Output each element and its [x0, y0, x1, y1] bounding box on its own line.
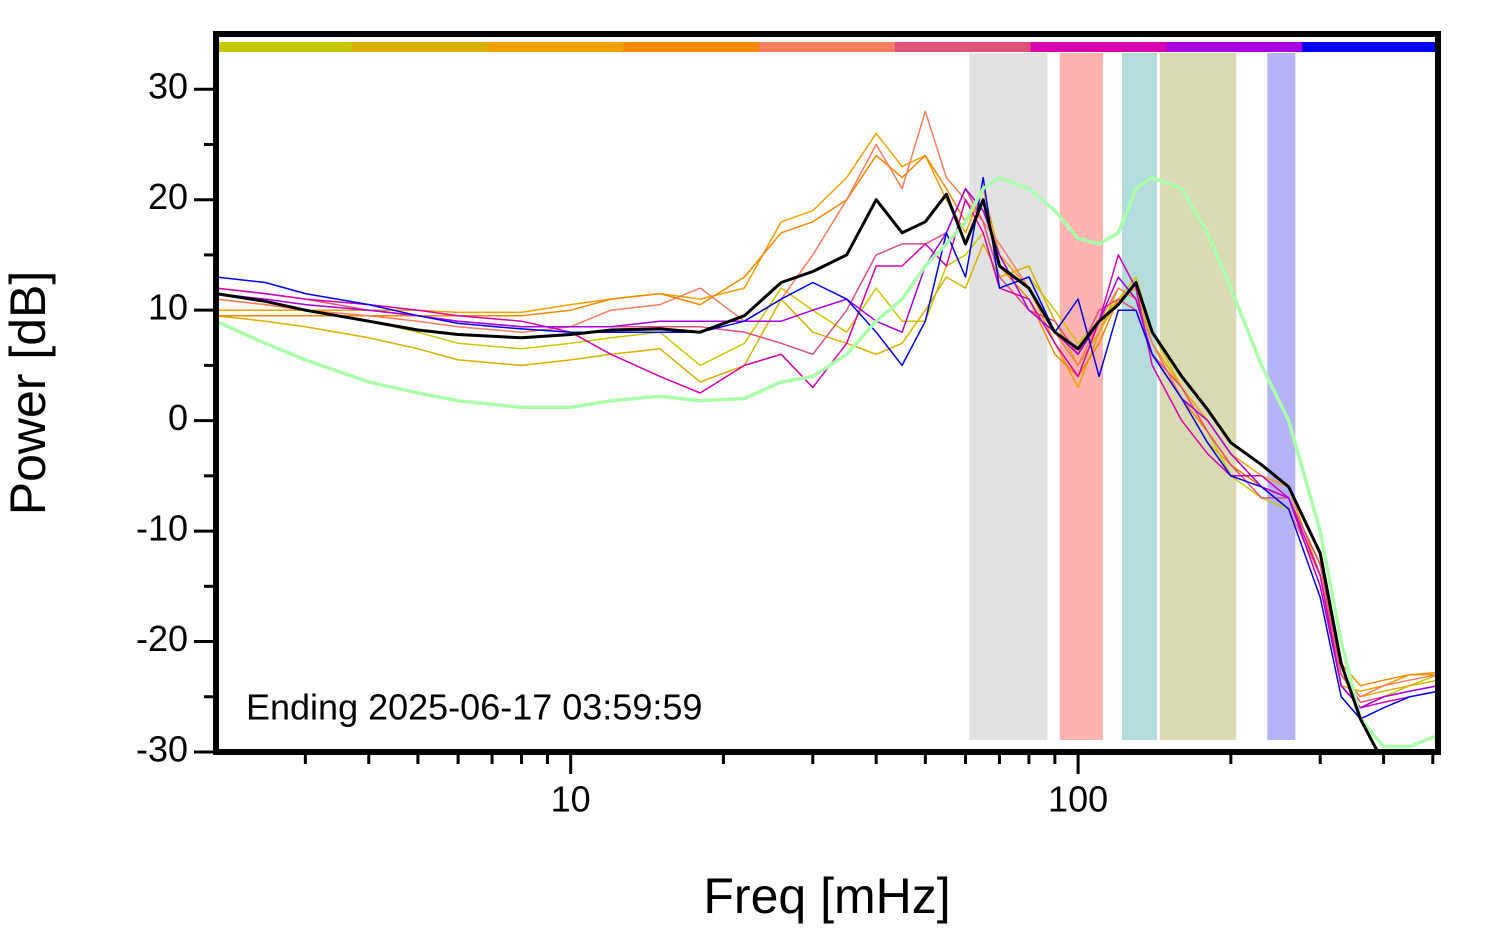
y-tick-label: 20: [148, 176, 188, 217]
series-line: [216, 198, 1438, 709]
color-key-segment: [351, 42, 489, 52]
y-tick-label: -20: [136, 618, 188, 659]
y-tick-label: 0: [168, 397, 188, 438]
series-line: [216, 110, 1438, 698]
shaded-band: [1267, 53, 1296, 740]
shaded-band: [1059, 53, 1104, 740]
series-line: [216, 154, 1438, 687]
color-key: [216, 42, 1439, 52]
series-line: [216, 192, 1380, 752]
color-key-segment: [1030, 42, 1167, 52]
y-tick-label: -30: [136, 729, 188, 770]
shaded-band: [1121, 53, 1157, 740]
color-key-segment: [1166, 42, 1303, 52]
x-tick-label: 100: [1048, 779, 1108, 820]
color-key-segment: [216, 42, 353, 52]
x-tick-label: 10: [551, 779, 591, 820]
series-line: [216, 175, 1438, 749]
annotation: Ending 2025-06-17 03:59:59: [246, 687, 702, 728]
series-line: [216, 232, 1438, 709]
axes: -30 -20 -10 0 10 20 30 10 100: [136, 66, 1435, 820]
shaded-band: [969, 53, 1048, 740]
color-key-segment: [623, 42, 760, 52]
series-line: [216, 176, 1438, 720]
series-line: [216, 132, 1438, 692]
series-line: [216, 187, 1438, 709]
color-key-segment: [1302, 42, 1439, 52]
y-axis-title: Power [dB]: [0, 271, 56, 516]
color-key-segment: [487, 42, 624, 52]
color-key-segment: [759, 42, 896, 52]
x-axis-title: Freq [mHz]: [703, 868, 950, 924]
y-tick-label: -10: [136, 508, 188, 549]
y-tick-label: 10: [148, 287, 188, 328]
lines: [216, 110, 1438, 752]
color-key-segment: [894, 42, 1032, 52]
y-tick-label: 30: [148, 66, 188, 107]
plot-frame: [213, 31, 1441, 755]
bands: [969, 53, 1296, 740]
